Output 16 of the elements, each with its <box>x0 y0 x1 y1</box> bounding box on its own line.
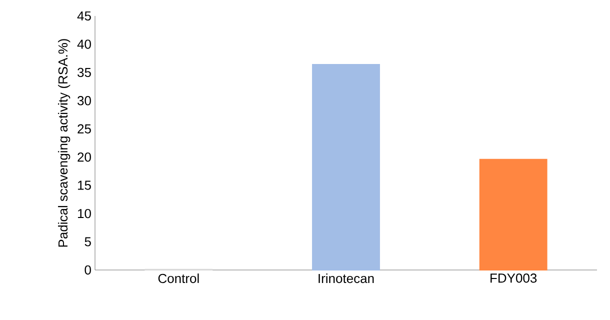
bar <box>312 64 380 270</box>
y-axis-title: Padical scavenging activity (RSA.%) <box>58 39 70 247</box>
y-tick-label: 5 <box>84 237 91 246</box>
y-tick-label: 15 <box>78 180 91 190</box>
y-tick-label: 10 <box>78 208 91 218</box>
y-tick-label: 35 <box>78 68 91 78</box>
x-tick-label: FDY003 <box>490 274 537 283</box>
y-tick-label: 20 <box>78 152 91 162</box>
y-tick-label: 45 <box>77 11 91 21</box>
y-tick-label: 40 <box>77 40 91 49</box>
x-tick-label: Control <box>158 274 199 284</box>
y-tick-label: 0 <box>84 265 91 275</box>
y-tick-label: 30 <box>78 96 91 106</box>
x-tick-label: Irinotecan <box>318 274 374 284</box>
y-tick-label: 25 <box>78 124 91 134</box>
bar <box>479 158 548 270</box>
